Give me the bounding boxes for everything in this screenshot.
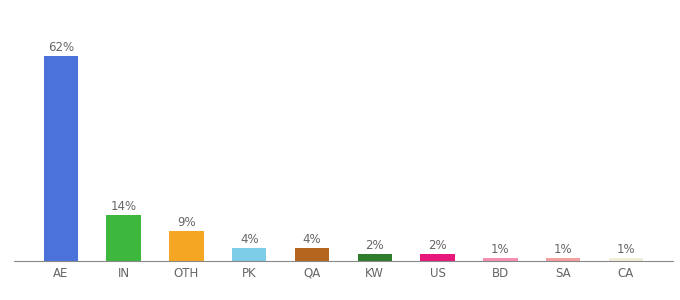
Bar [294, 248, 329, 261]
Bar [232, 248, 267, 261]
Text: 4%: 4% [240, 233, 258, 246]
Text: 4%: 4% [303, 233, 322, 246]
Bar [483, 258, 517, 261]
Bar [169, 231, 204, 261]
Text: 1%: 1% [617, 243, 635, 256]
Text: 14%: 14% [111, 200, 137, 213]
Text: 9%: 9% [177, 216, 196, 229]
Text: 2%: 2% [365, 239, 384, 252]
Bar [609, 258, 643, 261]
Text: 2%: 2% [428, 239, 447, 252]
Bar [358, 254, 392, 261]
Bar [420, 254, 455, 261]
Text: 62%: 62% [48, 41, 74, 54]
Text: 1%: 1% [554, 243, 573, 256]
Bar [546, 258, 581, 261]
Bar [44, 56, 78, 261]
Bar [106, 215, 141, 261]
Text: 1%: 1% [491, 243, 510, 256]
